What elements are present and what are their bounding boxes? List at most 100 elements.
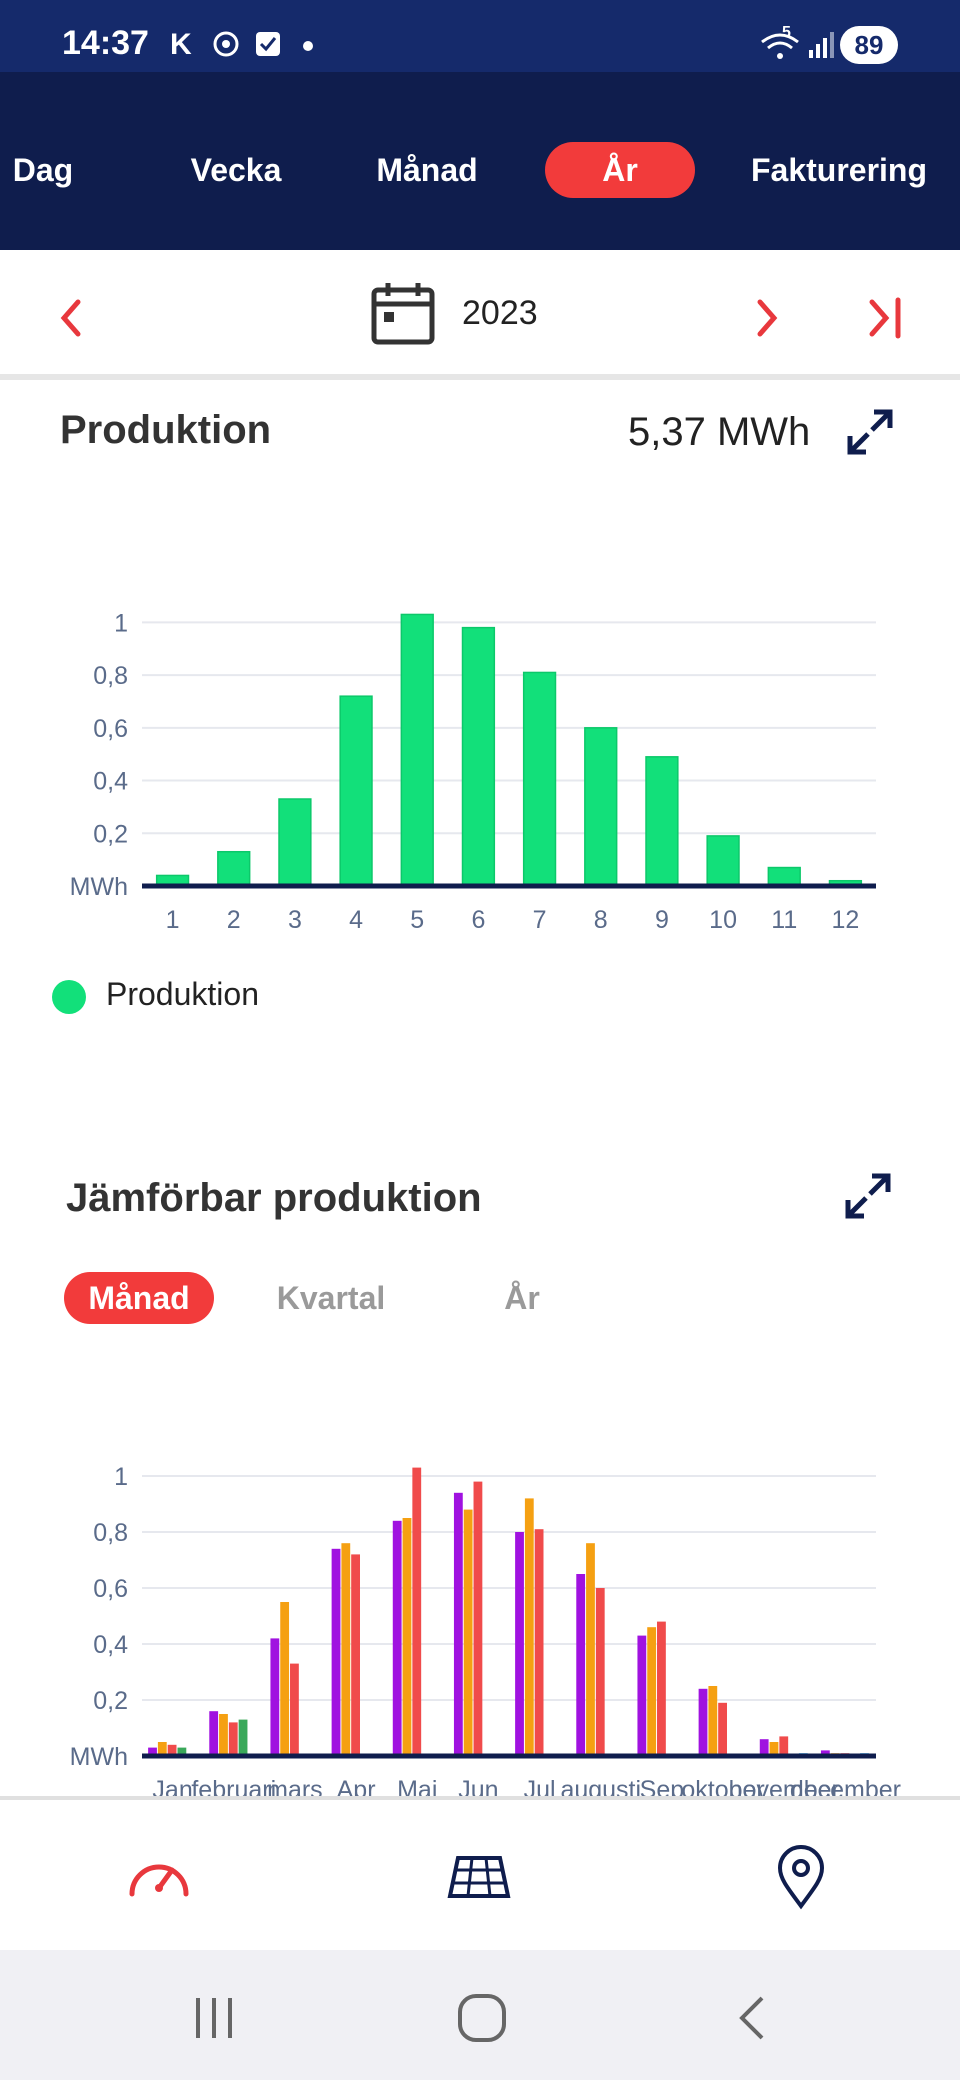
bar[interactable] [779,1736,789,1756]
expand-comparable-icon[interactable] [844,1172,892,1220]
y-tick-label: 1 [114,609,128,637]
bar[interactable] [461,626,496,887]
y-tick-label: 0,4 [93,768,128,796]
bar[interactable] [219,1714,228,1756]
x-tick-label: 3 [288,906,302,934]
bar[interactable] [657,1621,666,1756]
legend-label-production[interactable]: Produktion [106,976,259,1012]
x-tick-label: oktober [681,1776,764,1796]
calendar-icon[interactable] [370,280,436,346]
back-icon[interactable] [724,1988,784,2048]
system-navigation [0,1950,960,2080]
bar[interactable] [238,1719,248,1756]
bar[interactable] [209,1711,219,1756]
bar[interactable] [534,1529,544,1756]
bar[interactable] [584,727,618,887]
bar[interactable] [290,1663,299,1756]
location-icon[interactable] [766,1842,836,1912]
recent-apps-icon[interactable] [184,1988,244,2048]
x-tick-label: februari [191,1776,276,1796]
bar[interactable] [820,1750,830,1756]
solar-panel-icon[interactable] [444,1842,514,1912]
bar[interactable] [270,1638,280,1756]
bar[interactable] [524,1498,534,1756]
x-tick-label: 7 [533,906,547,934]
tab-month[interactable]: Månad [376,152,478,188]
bar[interactable] [522,671,557,887]
y-tick-label: 0,8 [93,1519,128,1547]
y-tick-label: 0,6 [93,715,128,743]
date-navigation: 2023 [0,250,960,380]
y-tick-label: MWh [70,873,128,901]
segment-quarter[interactable]: Kvartal [276,1280,386,1316]
dot-icon [303,41,313,51]
bar[interactable] [228,1722,238,1756]
bar[interactable] [473,1481,483,1756]
bar[interactable] [759,1739,769,1756]
checkbox-notification-icon [256,32,280,56]
bar[interactable] [767,866,801,887]
period-tabs: Dag Vecka Månad År Fakturering [0,72,960,250]
bar[interactable] [718,1702,727,1756]
x-tick-label: 12 [832,906,860,934]
bar[interactable] [217,850,251,887]
y-tick-label: 0,2 [93,1687,128,1715]
bar[interactable] [177,1747,187,1756]
wifi-label: 5 [782,24,791,41]
x-tick-label: Jun [458,1776,498,1796]
tab-week[interactable]: Vecka [190,152,282,188]
bar[interactable] [412,1467,422,1756]
bar[interactable] [637,1635,647,1756]
bar[interactable] [463,1509,473,1756]
wifi-icon [761,33,799,59]
x-tick-label: 2 [227,906,241,934]
last-period-icon[interactable] [858,288,918,348]
bar[interactable] [595,1588,605,1756]
segment-month[interactable]: Månad [64,1272,214,1324]
bar[interactable] [280,1602,290,1756]
x-tick-label: Jan [152,1776,192,1796]
bar[interactable] [576,1574,586,1756]
production-total: 5,37 MWh [628,410,811,454]
tab-year[interactable]: År [545,142,695,198]
bar[interactable] [769,1742,779,1756]
bar[interactable] [167,1744,177,1756]
y-tick-label: 1 [114,1463,128,1491]
y-tick-label: 0,6 [93,1575,128,1603]
bar[interactable] [708,1686,718,1756]
next-icon[interactable] [736,288,796,348]
segment-year[interactable]: År [504,1280,540,1316]
bar[interactable] [392,1520,402,1756]
bar[interactable] [586,1543,595,1756]
x-tick-label: 1 [166,906,180,934]
bar[interactable] [148,1747,157,1756]
x-tick-label: 10 [709,906,737,934]
bar[interactable] [351,1554,360,1756]
selected-year[interactable]: 2023 [462,294,538,332]
bar[interactable] [331,1548,341,1756]
x-tick-label: 8 [594,906,608,934]
bar[interactable] [157,1742,167,1756]
expand-icon[interactable] [846,408,894,456]
bar[interactable] [341,1543,351,1756]
previous-icon[interactable] [42,288,102,348]
carrier-icon: K [170,28,192,61]
bar[interactable] [706,835,740,887]
battery-indicator: 89 [840,26,898,64]
bar[interactable] [453,1492,463,1756]
dashboard-icon[interactable] [124,1842,194,1912]
tab-billing[interactable]: Fakturering [750,152,928,188]
bar[interactable] [515,1532,524,1756]
tab-day[interactable]: Dag [12,152,74,188]
bar[interactable] [645,756,679,887]
home-icon[interactable] [452,1988,512,2048]
bar[interactable] [698,1688,708,1756]
bar[interactable] [400,613,434,887]
bar[interactable] [339,695,373,887]
bar[interactable] [647,1627,657,1756]
bar[interactable] [402,1518,412,1756]
legend-dot-production [52,980,86,1014]
x-tick-label: december [790,1776,901,1796]
bar[interactable] [278,798,312,887]
